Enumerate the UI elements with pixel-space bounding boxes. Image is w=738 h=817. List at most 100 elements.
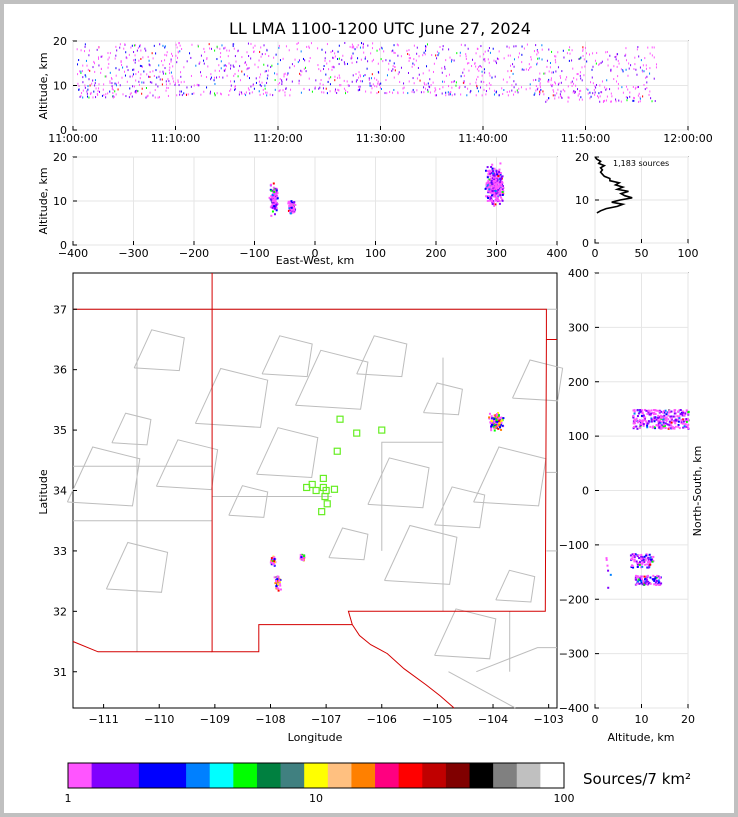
source-mark <box>381 46 383 49</box>
source-mark <box>655 423 658 426</box>
source-mark <box>496 171 499 174</box>
source-mark <box>283 73 285 76</box>
source-mark <box>317 47 319 50</box>
source-mark <box>226 74 228 77</box>
source-mark <box>487 173 490 176</box>
source-mark <box>319 82 321 85</box>
source-mark <box>648 93 650 96</box>
source-mark <box>502 187 505 190</box>
source-mark <box>640 557 643 560</box>
source-mark <box>651 100 653 103</box>
source-mark <box>351 61 353 64</box>
source-mark <box>141 81 143 84</box>
source-mark <box>367 44 369 47</box>
source-mark <box>543 72 545 75</box>
source-mark <box>273 197 276 200</box>
source-mark <box>266 91 268 94</box>
source-mark <box>490 199 493 202</box>
source-mark <box>528 68 530 71</box>
source-mark <box>115 74 117 77</box>
source-mark <box>649 563 652 566</box>
source-mark <box>448 85 450 88</box>
source-mark <box>259 73 261 76</box>
source-mark <box>325 73 327 76</box>
source-mark <box>133 59 135 62</box>
source-mark <box>167 94 169 97</box>
ew-altitude-xlabel: East-West, km <box>276 254 354 267</box>
source-mark <box>640 414 643 417</box>
source-mark <box>610 92 612 95</box>
source-mark <box>552 94 554 97</box>
source-mark <box>581 98 583 101</box>
source-mark <box>272 203 275 206</box>
source-mark <box>582 49 584 52</box>
source-mark <box>290 206 293 209</box>
source-mark <box>119 43 121 46</box>
source-mark <box>363 51 365 54</box>
source-mark <box>463 81 465 84</box>
source-mark <box>304 59 306 62</box>
source-mark <box>536 53 538 56</box>
source-mark <box>525 88 527 91</box>
source-mark <box>77 73 79 76</box>
source-mark <box>422 72 424 75</box>
source-mark <box>425 49 427 52</box>
source-mark <box>594 59 596 62</box>
source-mark <box>604 99 606 102</box>
source-mark <box>426 43 428 46</box>
source-mark <box>659 414 662 417</box>
source-mark <box>486 84 488 87</box>
source-mark <box>651 411 654 414</box>
source-mark <box>237 75 239 78</box>
source-mark <box>494 426 497 429</box>
source-mark <box>435 54 437 57</box>
altitude-histogram-tick-label: 0 <box>592 247 599 260</box>
source-mark <box>284 91 286 94</box>
source-mark <box>535 44 537 47</box>
source-mark <box>543 93 545 96</box>
source-mark <box>647 411 650 414</box>
source-mark <box>283 75 285 78</box>
source-mark <box>682 413 685 416</box>
source-mark <box>677 410 680 413</box>
source-mark <box>498 171 501 174</box>
source-mark <box>268 54 270 57</box>
station-marker <box>323 500 331 508</box>
source-mark <box>246 68 248 71</box>
source-mark <box>158 64 160 67</box>
source-mark <box>290 88 292 91</box>
source-mark <box>84 84 86 87</box>
time-altitude-tick-label: 11:50:00 <box>561 132 610 145</box>
altitude-ns-tick-label: 10 <box>635 713 649 726</box>
source-mark <box>530 66 532 69</box>
source-mark <box>642 64 644 67</box>
source-mark <box>89 92 91 95</box>
plan-view-ylabel: Latitude <box>37 469 50 515</box>
source-mark <box>637 578 640 581</box>
source-mark <box>492 185 495 188</box>
source-mark <box>108 62 110 65</box>
source-mark <box>275 207 278 210</box>
source-mark <box>234 55 236 58</box>
source-mark <box>653 583 656 586</box>
source-mark <box>152 94 154 97</box>
source-mark <box>518 52 520 55</box>
source-mark <box>641 565 644 568</box>
state-border <box>72 641 213 653</box>
source-mark <box>172 65 174 68</box>
source-mark <box>485 182 488 185</box>
source-mark <box>510 69 512 72</box>
source-mark <box>555 61 557 64</box>
source-mark <box>517 56 519 59</box>
source-mark <box>498 94 500 97</box>
source-mark <box>618 62 620 65</box>
source-mark <box>264 84 266 87</box>
source-mark <box>653 409 656 412</box>
source-mark <box>641 559 644 562</box>
source-mark <box>425 47 427 50</box>
source-mark <box>656 574 659 577</box>
source-mark <box>641 562 644 565</box>
source-mark <box>484 187 487 190</box>
source-mark <box>359 75 361 78</box>
source-mark <box>596 51 598 54</box>
